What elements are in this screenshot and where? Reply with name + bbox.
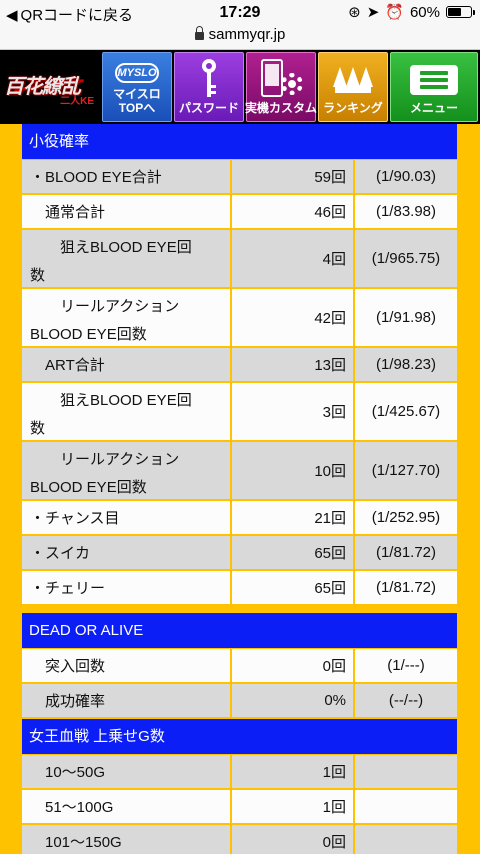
row-count: 4回 xyxy=(232,230,353,287)
table-row: ・チェリー 65回 (1/81.72) xyxy=(22,571,457,606)
logo-text: 百花繚乱 xyxy=(4,74,81,98)
row-count: 0回 xyxy=(232,825,353,854)
row-probability: (1/81.72) xyxy=(355,571,457,604)
table-row: 10～50G 1回 xyxy=(22,755,457,790)
table-row: リールアクション BLOOD EYE回数 10回 (1/127.70) xyxy=(22,442,457,501)
row-count: 0回 xyxy=(232,649,353,682)
nav-password-button[interactable]: パスワード xyxy=(174,52,244,122)
row-probability: (1/252.95) xyxy=(355,501,457,534)
row-probability: (1/91.98) xyxy=(355,289,457,346)
table-row: ・チャンス目 21回 (1/252.95) xyxy=(22,501,457,536)
row-count: 21回 xyxy=(232,501,353,534)
row-probability: (1/83.98) xyxy=(355,195,457,228)
nav-label: パスワード xyxy=(178,101,239,115)
app-header: 百花繚乱 二人KE MYSLO マイスロ TOPへ パスワード 実機カスタム ラン… xyxy=(0,50,480,124)
table-row: 狙えBLOOD EYE回 数 3回 (1/425.67) xyxy=(22,383,457,442)
nav-label: マイスロ TOPへ xyxy=(113,87,161,115)
row-count: 59回 xyxy=(232,160,353,193)
key-icon xyxy=(202,59,216,99)
crown-icon xyxy=(333,65,373,93)
location-icon: ➤ xyxy=(366,4,380,21)
logo-subtext: 二人KE xyxy=(60,96,94,107)
battery-percent: 60% xyxy=(409,3,440,21)
row-label: ・チャンス目 xyxy=(22,501,230,534)
url-text: sammyqr.jp xyxy=(208,26,286,43)
back-arrow-icon: ◀ xyxy=(6,6,18,24)
row-probability xyxy=(355,790,457,823)
row-probability: (1/965.75) xyxy=(355,230,457,287)
row-count: 13回 xyxy=(232,348,353,381)
status-bar: ◀ QRコードに戻る 17:29 ⊛ ➤ ⏰ 60% xyxy=(0,0,480,26)
nav-ranking-button[interactable]: ランキング xyxy=(318,52,388,122)
row-probability: (1/---) xyxy=(355,649,457,682)
row-label: リールアクション BLOOD EYE回数 xyxy=(22,289,230,346)
row-label: 通常合計 xyxy=(22,195,230,228)
row-label: 101～150G xyxy=(22,825,230,854)
phone-gear-icon xyxy=(259,59,303,99)
row-count: 0% xyxy=(232,684,353,717)
section-header: 小役確率 xyxy=(22,124,457,159)
row-label: ・スイカ xyxy=(22,536,230,569)
row-probability: (1/127.70) xyxy=(355,442,457,499)
row-probability xyxy=(355,825,457,854)
row-label: リールアクション BLOOD EYE回数 xyxy=(22,442,230,499)
row-label: ・チェリー xyxy=(22,571,230,604)
orientation-lock-icon: ⊛ xyxy=(348,4,361,21)
row-label: 51～100G xyxy=(22,790,230,823)
nav-myslo-top-button[interactable]: MYSLO マイスロ TOPへ xyxy=(102,52,172,122)
nav-custom-button[interactable]: 実機カスタム xyxy=(245,52,318,122)
myslo-icon: MYSLO xyxy=(115,63,159,83)
row-count: 65回 xyxy=(232,536,353,569)
row-label: 突入回数 xyxy=(22,649,230,682)
data-content[interactable]: 小役確率 ・BLOOD EYE合計 59回 (1/90.03) 通常合計 46回 (1/8… xyxy=(0,124,480,854)
row-probability xyxy=(355,755,457,788)
row-label: 10～50G xyxy=(22,755,230,788)
row-probability: (1/81.72) xyxy=(355,536,457,569)
table-row: ART合計 13回 (1/98.23) xyxy=(22,348,457,383)
table-row: 成功確率 0% (--/--) xyxy=(22,684,457,719)
table-row: 101～150G 0回 xyxy=(22,825,457,854)
section-header: 女王血戦 上乗せG数 xyxy=(22,719,457,754)
nav-menu-button[interactable]: メニュー xyxy=(390,52,478,122)
table-row: 狙えBLOOD EYE回 数 4回 (1/965.75) xyxy=(22,230,457,289)
table-row: ・スイカ 65回 (1/81.72) xyxy=(22,536,457,571)
table-row: 通常合計 46回 (1/83.98) xyxy=(22,195,457,230)
machine-logo[interactable]: 百花繚乱 二人KE xyxy=(0,50,100,124)
alarm-icon: ⏰ xyxy=(385,4,404,21)
row-count: 42回 xyxy=(232,289,353,346)
menu-icon xyxy=(410,65,458,95)
row-probability: (1/425.67) xyxy=(355,383,457,440)
section-header: DEAD OR ALIVE xyxy=(22,613,457,648)
row-probability: (1/90.03) xyxy=(355,160,457,193)
row-count: 1回 xyxy=(232,755,353,788)
nav-label: 実機カスタム xyxy=(245,101,318,115)
back-to-qr-link[interactable]: ◀ QRコードに戻る xyxy=(6,4,133,25)
row-count: 46回 xyxy=(232,195,353,228)
table-row: 突入回数 0回 (1/---) xyxy=(22,649,457,684)
table-row: 51～100G 1回 xyxy=(22,790,457,825)
battery-icon xyxy=(446,6,475,18)
row-label: ART合計 xyxy=(22,348,230,381)
row-label: 成功確率 xyxy=(22,684,230,717)
row-probability: (--/--) xyxy=(355,684,457,717)
row-label: 狙えBLOOD EYE回 数 xyxy=(22,383,230,440)
row-label: 狙えBLOOD EYE回 数 xyxy=(22,230,230,287)
nav-label: ランキング xyxy=(323,101,383,115)
row-count: 65回 xyxy=(232,571,353,604)
nav-label: メニュー xyxy=(409,101,458,115)
address-bar[interactable]: sammyqr.jp xyxy=(0,26,480,50)
back-label: QRコードに戻る xyxy=(20,7,134,24)
table-row: ・BLOOD EYE合計 59回 (1/90.03) xyxy=(22,160,457,195)
row-count: 3回 xyxy=(232,383,353,440)
row-label: ・BLOOD EYE合計 xyxy=(22,160,230,193)
table-row: リールアクション BLOOD EYE回数 42回 (1/91.98) xyxy=(22,289,457,348)
row-count: 10回 xyxy=(232,442,353,499)
row-count: 1回 xyxy=(232,790,353,823)
row-probability: (1/98.23) xyxy=(355,348,457,381)
lock-icon xyxy=(194,26,204,40)
